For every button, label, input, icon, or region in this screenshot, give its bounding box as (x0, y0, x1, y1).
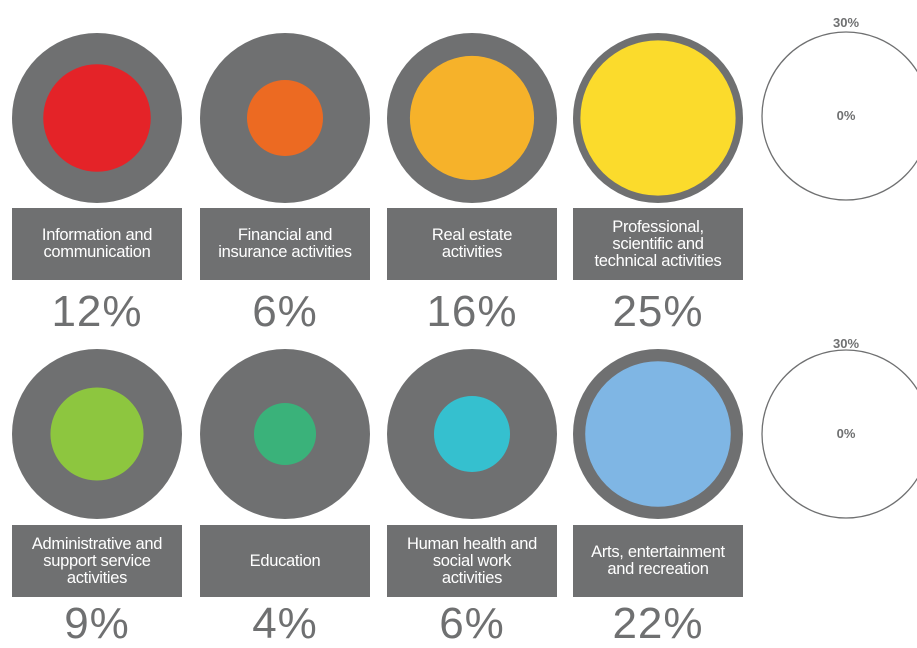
scale-zero-label: 0% (837, 108, 856, 123)
value-label-human-health-and-social-work-activities: 6% (439, 599, 505, 648)
scale-max-label: 30% (833, 15, 859, 30)
scale-legend-circle (761, 31, 917, 201)
category-label-education: Education (200, 525, 370, 597)
category-label-text: Information and communication (41, 226, 153, 261)
value-label-financial-and-insurance-activities: 6% (252, 287, 318, 336)
value-label-education: 4% (252, 599, 318, 648)
value-bubble-arts-entertainment-and-recreation (585, 361, 731, 507)
category-label-text: Professional, scientific and technical act… (594, 217, 722, 270)
value-label-arts-entertainment-and-recreation: 22% (612, 599, 704, 648)
category-label-text: Arts, entertainment and recreation (591, 543, 725, 578)
scale-max-label: 30% (833, 336, 859, 351)
category-label-text: Education (249, 551, 321, 570)
category-label-financial-and-insurance-activities: Financial and insurance activities (200, 208, 370, 280)
value-bubble-information-and-communication (43, 64, 151, 172)
category-label-real-estate-activities: Real estate activities (387, 208, 557, 280)
value-label-information-and-communication: 12% (51, 287, 143, 336)
scale-legend-circle (761, 349, 917, 519)
value-label-administrative-and-support-service-activities: 9% (64, 599, 130, 648)
value-bubble-administrative-and-support-service-activities (50, 387, 144, 481)
category-label-text: Financial and insurance activities (218, 226, 352, 261)
category-label-text: Administrative and support service activit… (31, 534, 163, 587)
value-bubble-professional-scientific-and-technical-activities (580, 40, 736, 196)
category-label-information-and-communication: Information and communication (12, 208, 182, 280)
category-label-text: Real estate activities (431, 226, 513, 261)
value-label-professional-scientific-and-technical-activities: 25% (612, 287, 704, 336)
category-label-human-health-and-social-work-activities: Human health and social work activities (387, 525, 557, 597)
value-label-real-estate-activities: 16% (426, 287, 518, 336)
scale-zero-label: 0% (837, 426, 856, 441)
category-label-professional-scientific-and-technical-activities: Professional, scientific and technical act… (573, 208, 743, 280)
category-label-arts-entertainment-and-recreation: Arts, entertainment and recreation (573, 525, 743, 597)
value-bubble-financial-and-insurance-activities (246, 79, 324, 157)
category-label-administrative-and-support-service-activities: Administrative and support service activit… (12, 525, 182, 597)
category-label-text: Human health and social work activities (406, 534, 538, 587)
value-bubble-human-health-and-social-work-activities (433, 395, 511, 473)
value-bubble-real-estate-activities (409, 55, 535, 181)
value-bubble-education (253, 402, 317, 466)
